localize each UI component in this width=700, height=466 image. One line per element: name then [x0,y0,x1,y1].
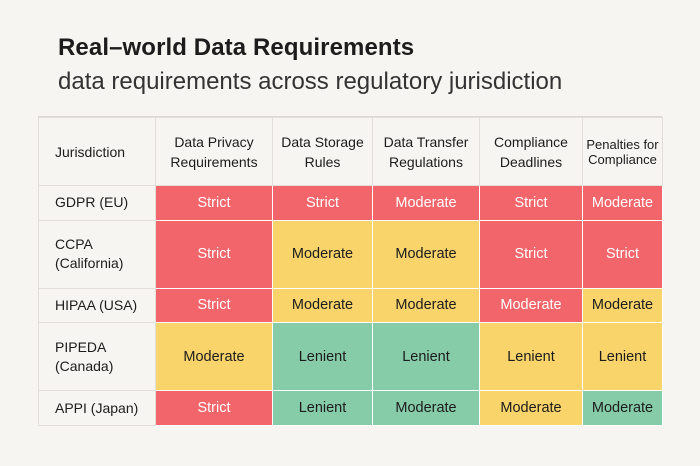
chart-title: Real–world Data Requirements [58,34,415,61]
table-row: APPI (Japan) Strict Lenient Moderate Mod… [38,390,663,426]
heat-cell: Moderate [479,390,583,426]
heat-cell: Moderate [479,287,583,324]
table-row: CCPA (California) Strict Moderate Modera… [38,219,663,289]
table-row: PIPEDA (Canada) Moderate Lenient Lenient… [38,322,663,392]
row-label: GDPR (EU) [38,185,156,221]
heat-cell: Strict [479,185,583,221]
heat-cell: Lenient [582,322,663,392]
header-row: Jurisdiction Data Privacy Requirements D… [38,117,663,186]
heat-cell: Strict [155,185,273,221]
heat-cell: Moderate [372,219,480,289]
heatmap-body: GDPR (EU) Strict Strict Moderate Strict … [38,185,663,426]
heat-cell: Strict [155,390,273,426]
heat-cell: Lenient [272,390,373,426]
column-header: Data Storage Rules [272,117,373,186]
title-divider [38,116,662,117]
heat-cell: Moderate [272,287,373,324]
table-row: HIPAA (USA) Strict Moderate Moderate Mod… [38,287,663,324]
heat-cell: Moderate [372,287,480,324]
column-header: Data Privacy Requirements [155,117,273,186]
heat-cell: Moderate [582,185,663,221]
heat-cell: Lenient [272,322,373,392]
heat-cell: Strict [582,219,663,289]
table-row: GDPR (EU) Strict Strict Moderate Strict … [38,185,663,221]
heat-cell: Strict [155,287,273,324]
chart-subtitle: data requirements across regulatory juri… [58,68,563,95]
heat-cell: Strict [479,219,583,289]
column-header: Penalties for Compliance [582,117,663,186]
row-label: PIPEDA (Canada) [38,322,156,392]
column-header: Data Transfer Regulations [372,117,480,186]
heat-cell: Moderate [372,390,480,426]
heat-cell: Moderate [272,219,373,289]
row-label: HIPAA (USA) [38,287,156,324]
heat-cell: Moderate [155,322,273,392]
heatmap-table: Jurisdiction Data Privacy Requirements D… [38,117,663,426]
column-header: Compliance Deadlines [479,117,583,186]
row-header-label: Jurisdiction [38,117,156,186]
heat-cell: Moderate [582,287,663,324]
heat-cell: Lenient [479,322,583,392]
heat-cell: Moderate [372,185,480,221]
heat-cell: Strict [272,185,373,221]
heat-cell: Strict [155,219,273,289]
row-label: APPI (Japan) [38,390,156,426]
heat-cell: Moderate [582,390,663,426]
row-label: CCPA (California) [38,219,156,289]
heat-cell: Lenient [372,322,480,392]
